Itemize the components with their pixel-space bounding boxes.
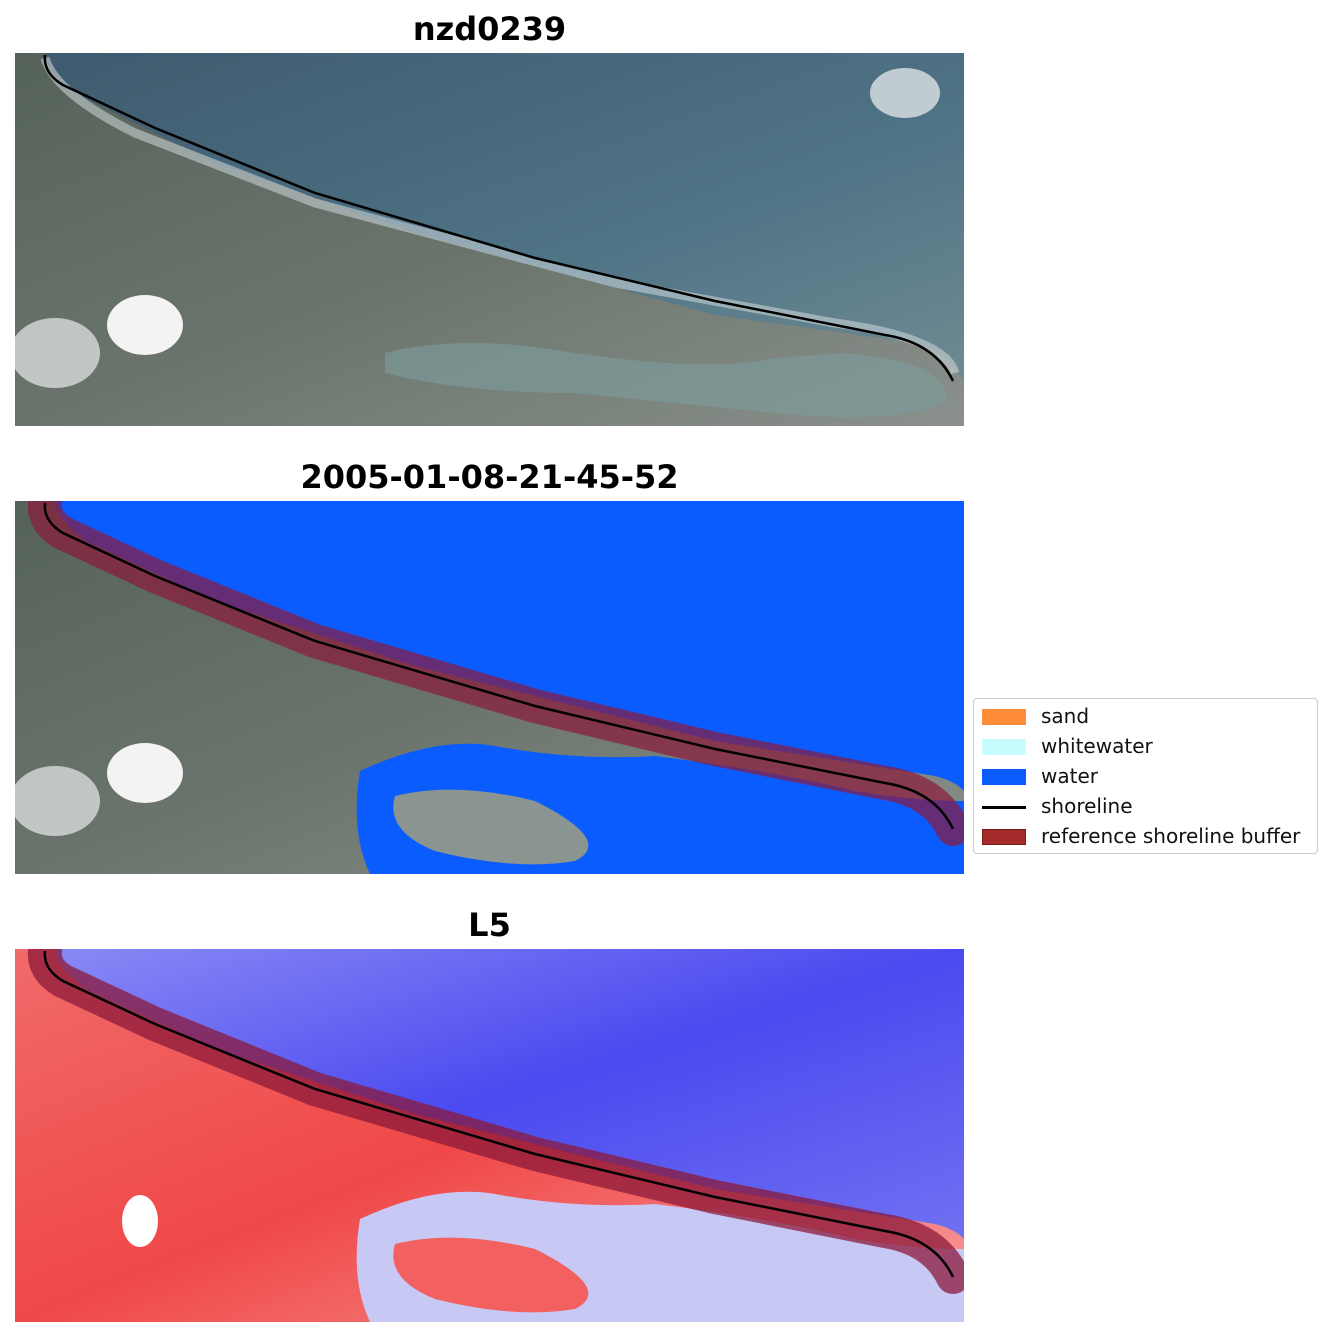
estuary xyxy=(385,343,946,418)
water-swatch xyxy=(982,769,1026,785)
island-index xyxy=(393,1237,589,1313)
shoreline-line xyxy=(43,54,955,382)
rgb-satellite-image xyxy=(15,53,964,426)
cloud-patch-2 xyxy=(15,766,100,836)
classified-image xyxy=(15,501,964,874)
legend-item-sand: sand xyxy=(974,701,1317,731)
legend-label: whitewater xyxy=(1041,734,1153,758)
shoreline-line xyxy=(43,950,955,1278)
legend-label: reference shoreline buffer xyxy=(1041,824,1301,848)
legend-label: sand xyxy=(1041,704,1090,728)
legend-item-whitewater: whitewater xyxy=(974,731,1317,761)
legend-label: shoreline xyxy=(1041,794,1133,818)
legend-item-water: water xyxy=(974,761,1317,791)
water-index-area xyxy=(45,949,964,1239)
legend: sand whitewater water shoreline referenc… xyxy=(973,698,1318,854)
cloud-mask xyxy=(122,1195,158,1247)
panel-title-rgb: nzd0239 xyxy=(412,10,567,48)
legend-item-shoreline: shoreline xyxy=(974,791,1317,821)
index-image xyxy=(15,949,964,1322)
sand-swatch xyxy=(982,709,1026,725)
cloud-patch-2 xyxy=(15,318,100,388)
panel-title-classified: 2005-01-08-21-45-52 xyxy=(300,458,679,496)
island xyxy=(393,789,589,865)
legend-label: water xyxy=(1041,764,1098,788)
shoreline-line xyxy=(43,502,955,830)
legend-item-buffer: reference shoreline buffer xyxy=(974,821,1317,851)
buffer-swatch xyxy=(982,829,1026,845)
panel-title-index: L5 xyxy=(468,906,511,944)
cloud-patch-3 xyxy=(870,68,940,118)
cloud-patch xyxy=(107,743,183,803)
shoreline-swatch xyxy=(982,806,1026,809)
water-class-area xyxy=(45,501,964,791)
cloud-patch xyxy=(107,295,183,355)
whitewater-swatch xyxy=(982,739,1026,755)
